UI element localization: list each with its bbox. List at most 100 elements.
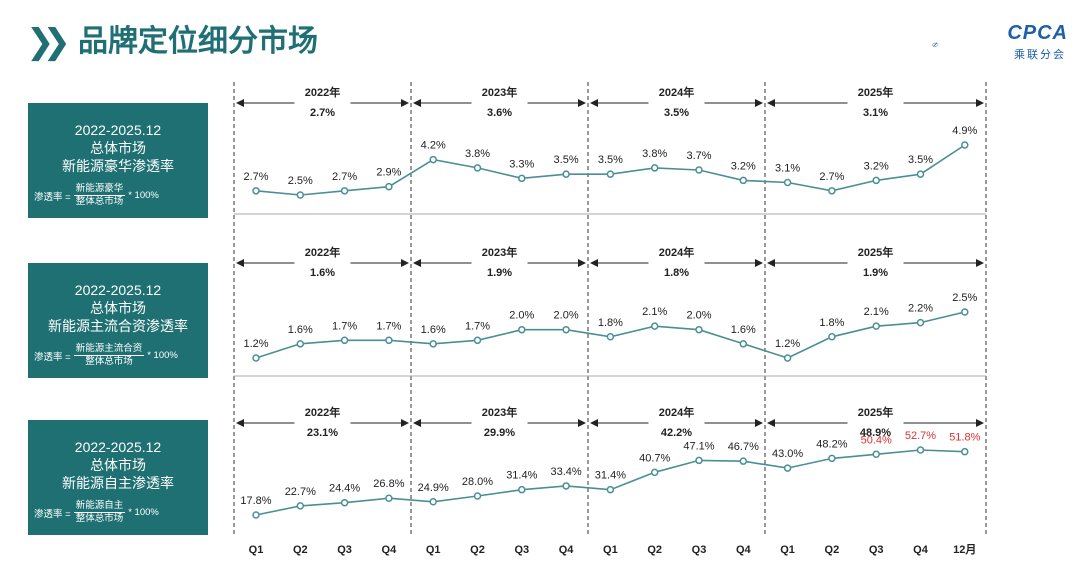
data-point xyxy=(739,457,748,465)
data-point xyxy=(518,485,526,494)
data-point xyxy=(828,187,836,195)
data-label: 2.7% xyxy=(243,171,268,183)
data-point xyxy=(828,454,836,463)
x-tick-label: Q1 xyxy=(249,544,264,556)
box-period: 2022-2025.12 xyxy=(74,122,162,138)
year-label: 2024年 xyxy=(659,245,694,259)
data-label: 24.9% xyxy=(418,482,449,494)
year-average-label: 1.6% xyxy=(310,267,335,279)
x-tick-label: Q2 xyxy=(293,544,308,556)
data-label: 1.6% xyxy=(731,324,756,336)
year-label: 2023年 xyxy=(482,405,517,419)
data-point xyxy=(518,174,526,183)
year-average-label: 48.9% xyxy=(860,427,891,439)
year-label: 2023年 xyxy=(482,245,517,259)
data-point xyxy=(606,170,615,178)
data-point xyxy=(385,336,393,345)
data-point xyxy=(252,187,260,195)
box-metric: 新能源主流合资渗透率 xyxy=(48,318,188,334)
x-tick-label: Q2 xyxy=(470,544,485,556)
data-label: 2.7% xyxy=(819,171,844,183)
logo-text: CPCA xyxy=(1007,22,1068,44)
data-point xyxy=(385,494,393,502)
data-point xyxy=(429,340,437,348)
data-label: 3.3% xyxy=(509,158,534,170)
data-label: 50.4% xyxy=(861,434,892,446)
data-label: 2.0% xyxy=(509,310,534,322)
data-point xyxy=(872,322,880,330)
x-tick-label: Q3 xyxy=(692,544,707,556)
year-average-label: 42.2% xyxy=(661,427,692,439)
data-label: 1.2% xyxy=(775,338,800,350)
data-label: 33.4% xyxy=(550,466,581,478)
box-metric: 新能源自主渗透率 xyxy=(62,475,174,491)
data-label: 4.9% xyxy=(952,125,977,137)
panel-box-luxury: 2022-2025.12 总体市场 新能源豪华渗透率 渗透率 = 新能源豪华 整体… xyxy=(28,103,208,218)
year-label: 2025年 xyxy=(858,85,893,99)
series-line xyxy=(255,144,966,196)
data-point xyxy=(429,498,437,506)
data-label: 3.5% xyxy=(554,154,579,166)
title-bar: ❯❯ 品牌定位细分市场 CPCA 乘联分会 xyxy=(0,18,1080,66)
year-label: 2022年 xyxy=(305,85,340,99)
data-point xyxy=(961,308,969,316)
data-label: 24.4% xyxy=(329,483,360,495)
x-tick-label: 12月 xyxy=(953,543,976,556)
formula: 渗透率 = 新能源豪华 整体总市场 * 100% xyxy=(34,183,159,207)
data-point xyxy=(296,340,305,348)
data-label: 2.0% xyxy=(686,310,711,322)
data-point xyxy=(340,498,349,507)
x-tick-label: Q2 xyxy=(647,544,662,556)
data-point xyxy=(872,450,880,459)
page-title: 品牌定位细分市场 xyxy=(78,25,318,58)
data-label: 3.7% xyxy=(686,150,711,162)
data-point xyxy=(650,322,659,330)
panel-box-jv: 2022-2025.12 总体市场 新能源主流合资渗透率 渗透率 = 新能源主流… xyxy=(28,263,208,378)
data-label: 1.7% xyxy=(465,320,490,332)
data-point xyxy=(252,354,260,362)
panel-box-domestic: 2022-2025.12 总体市场 新能源自主渗透率 渗透率 = 新能源自主 整体… xyxy=(28,420,208,535)
year-average-label: 3.5% xyxy=(664,107,689,119)
data-point xyxy=(650,164,659,172)
box-market: 总体市场 xyxy=(90,300,146,316)
data-label: 51.8% xyxy=(949,432,980,444)
data-label: 3.8% xyxy=(465,148,490,160)
data-label: 3.5% xyxy=(598,154,623,166)
data-label: 2.5% xyxy=(952,292,977,304)
x-tick-label: Q3 xyxy=(337,544,352,556)
data-label: 4.2% xyxy=(421,140,446,152)
data-label: 17.8% xyxy=(240,495,271,507)
data-point xyxy=(916,170,925,178)
data-point xyxy=(916,318,925,327)
x-tick-label: Q1 xyxy=(603,544,618,556)
data-label: 2.0% xyxy=(554,310,579,322)
data-point xyxy=(783,178,792,187)
data-point xyxy=(473,492,482,500)
data-point xyxy=(916,446,925,454)
data-label: 3.8% xyxy=(642,148,667,160)
data-label: 52.7% xyxy=(905,430,936,442)
formula: 渗透率 = 新能源自主 整体总市场 * 100% xyxy=(34,500,159,524)
cpca-logo-icon xyxy=(932,42,939,47)
year-average-label: 1.9% xyxy=(863,267,888,279)
data-point xyxy=(695,456,703,465)
data-label: 2.1% xyxy=(864,306,889,318)
box-period: 2022-2025.12 xyxy=(74,439,162,455)
series-line xyxy=(255,449,965,516)
data-label: 1.8% xyxy=(819,317,844,329)
data-point xyxy=(872,176,880,185)
data-label: 47.1% xyxy=(683,440,714,452)
x-tick-label: Q3 xyxy=(869,544,884,556)
year-label: 2023年 xyxy=(482,85,517,99)
data-point xyxy=(828,333,836,341)
year-label: 2022年 xyxy=(305,405,340,419)
formula: 渗透率 = 新能源主流合资 整体总市场 * 100% xyxy=(34,343,178,367)
x-tick-label: Q3 xyxy=(514,544,529,556)
data-point xyxy=(606,485,615,494)
year-label: 2024年 xyxy=(659,85,694,99)
box-market: 总体市场 xyxy=(90,457,146,473)
data-label: 3.2% xyxy=(864,160,889,172)
data-point xyxy=(961,141,969,149)
data-point xyxy=(562,482,570,490)
data-point xyxy=(340,336,349,345)
